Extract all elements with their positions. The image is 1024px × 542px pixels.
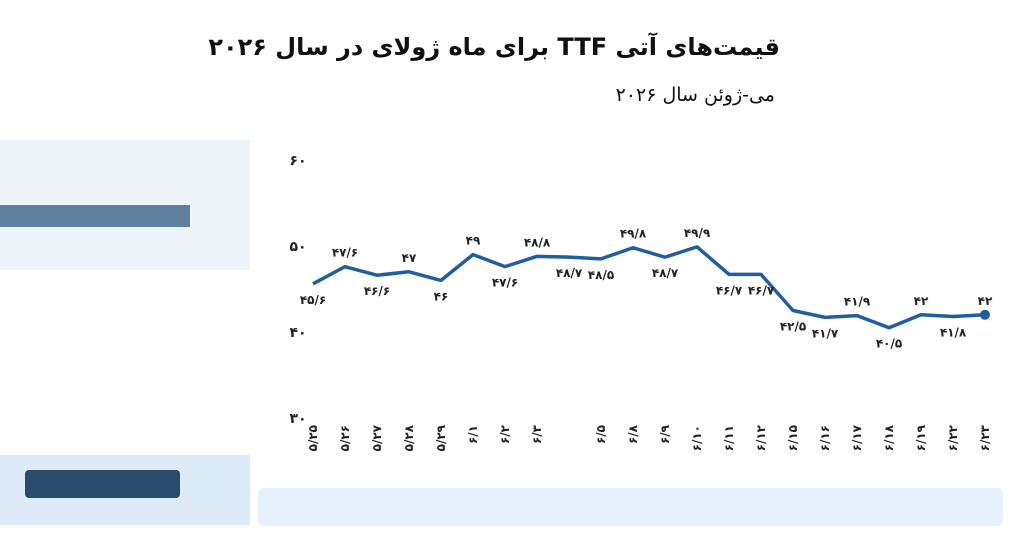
x-tick-label: ۶/۲۳ <box>978 424 992 451</box>
pipe <box>0 205 190 227</box>
x-tick-label: ۶/۲۲ <box>946 424 960 451</box>
x-tick-label: ۶/۱۱ <box>722 425 736 451</box>
x-tick-label: ۵/۲۸ <box>402 424 416 451</box>
data-label: ۴۲ <box>914 294 929 308</box>
y-tick-label: ۶۰ <box>289 153 306 169</box>
data-label: ۴۹/۸ <box>620 227 647 241</box>
x-tick-label: ۵/۲۶ <box>338 425 352 451</box>
x-tick-label: ۶/۱۵ <box>786 425 800 451</box>
y-tick-label: ۳۰ <box>289 411 306 427</box>
end-point <box>980 309 990 320</box>
x-tick-label: ۵/۲۷ <box>370 424 384 451</box>
x-tick-label: ۶/۱۰ <box>690 425 704 451</box>
data-line <box>312 245 986 330</box>
data-label: ۴۰/۵ <box>876 337 902 351</box>
data-label: ۴۱/۷ <box>812 326 839 340</box>
x-tick-label: ۶/۱ <box>466 425 480 444</box>
data-label: ۴۶/۷ <box>748 283 775 297</box>
data-label: ۴۸/۸ <box>524 235 551 249</box>
data-label: ۴۲ <box>978 294 993 308</box>
x-tick-label: ۶/۱۸ <box>882 424 896 451</box>
data-label: ۴۵/۶ <box>300 293 326 307</box>
data-label: ۴۸/۵ <box>588 268 614 282</box>
ship <box>25 470 180 498</box>
x-tick-label: ۶/۵ <box>594 425 608 444</box>
data-label: ۴۹/۹ <box>684 226 711 240</box>
data-label: ۴۷ <box>402 251 417 265</box>
chart-title: قیمت‌های آتی TTF برای ماه ژولای در سال ۲… <box>208 32 780 61</box>
chart-subtitle: می-ژوئن سال ۲۰۲۶ <box>616 84 775 106</box>
x-tick-label: ۶/۹ <box>658 424 672 444</box>
footer-band <box>258 488 1003 526</box>
x-tick-label: ۶/۱۹ <box>914 424 928 451</box>
data-label: ۴۱/۸ <box>940 326 967 340</box>
x-tick-label: ۶/۱۷ <box>850 424 864 451</box>
data-label: ۴۸/۷ <box>652 266 679 280</box>
x-tick-label: ۶/۱۲ <box>754 424 768 451</box>
x-tick-label: ۶/۲ <box>498 424 512 444</box>
y-tick-label: ۴۰ <box>289 325 306 341</box>
data-label: ۴۶/۷ <box>716 283 743 297</box>
data-label: ۴۱/۹ <box>844 295 871 309</box>
x-tick-label: ۵/۲۹ <box>434 424 448 451</box>
x-tick-label: ۶/۱۶ <box>818 425 832 451</box>
data-label: ۴۲/۵ <box>780 320 806 334</box>
x-tick-label: ۵/۲۵ <box>306 425 320 451</box>
x-tick-label: ۶/۸ <box>626 424 640 444</box>
data-label: ۴۷/۶ <box>492 276 518 290</box>
data-label: ۴۷/۶ <box>332 246 358 260</box>
data-label: ۴۹ <box>466 234 481 248</box>
data-label: ۴۶ <box>434 289 449 303</box>
data-label: ۴۶/۶ <box>364 284 390 298</box>
data-label: ۴۸/۷ <box>556 266 583 280</box>
x-tick-label: ۶/۳ <box>530 424 544 444</box>
y-tick-label: ۵۰ <box>289 239 306 255</box>
